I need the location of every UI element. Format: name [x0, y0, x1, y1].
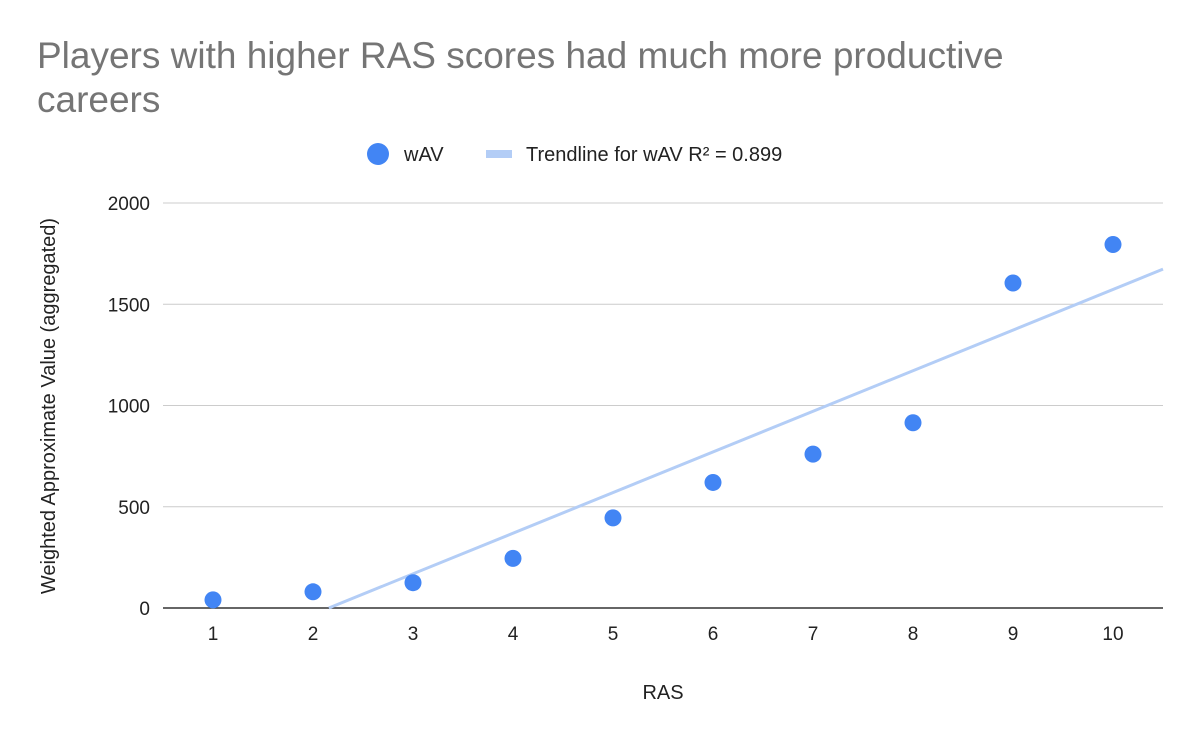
legend-marker-wav [367, 143, 389, 165]
x-axis-title: RAS [642, 682, 683, 704]
x-tick-label-5: 5 [608, 624, 619, 645]
data-point-9 [1004, 274, 1022, 292]
legend-label-trendline: Trendline for wAV R² = 0.899 [526, 144, 782, 166]
data-point-5 [604, 509, 622, 527]
y-tick-label-1000: 1000 [108, 397, 150, 418]
x-tick-label-6: 6 [708, 624, 719, 645]
trendline [328, 267, 1164, 610]
data-point-8 [904, 414, 922, 432]
y-tick-labels: 0 500 1000 1500 2000 [108, 194, 150, 620]
y-tick-label-500: 500 [118, 498, 150, 519]
y-tick-label-0: 0 [139, 599, 150, 620]
x-tick-label-1: 1 [208, 624, 219, 645]
data-point-3 [404, 574, 422, 592]
x-tick-label-4: 4 [508, 624, 519, 645]
legend-label-wav: wAV [403, 144, 444, 166]
chart-title: Players with higher RAS scores had much … [37, 35, 1004, 120]
data-point-10 [1104, 236, 1122, 254]
data-point-4 [504, 549, 522, 567]
gridlines [163, 202, 1163, 609]
x-tick-label-2: 2 [308, 624, 319, 645]
x-tick-label-3: 3 [408, 624, 419, 645]
x-tick-label-7: 7 [808, 624, 819, 645]
x-tick-label-9: 9 [1008, 624, 1019, 645]
data-points [204, 236, 1122, 609]
x-tick-label-10: 10 [1102, 624, 1123, 645]
data-point-7 [804, 445, 822, 463]
legend-marker-trendline [486, 150, 512, 158]
data-point-1 [204, 591, 222, 609]
data-point-6 [704, 473, 722, 491]
trendline-group [328, 267, 1164, 610]
legend: wAV Trendline for wAV R² = 0.899 [367, 143, 782, 166]
x-tick-label-8: 8 [908, 624, 919, 645]
y-tick-label-1500: 1500 [108, 295, 150, 316]
y-tick-label-2000: 2000 [108, 194, 150, 215]
data-point-2 [304, 583, 322, 601]
x-tick-labels: 1 2 3 4 5 6 7 8 9 10 [208, 624, 1124, 645]
y-axis-title: Weighted Approximate Value (aggregated) [38, 218, 60, 594]
